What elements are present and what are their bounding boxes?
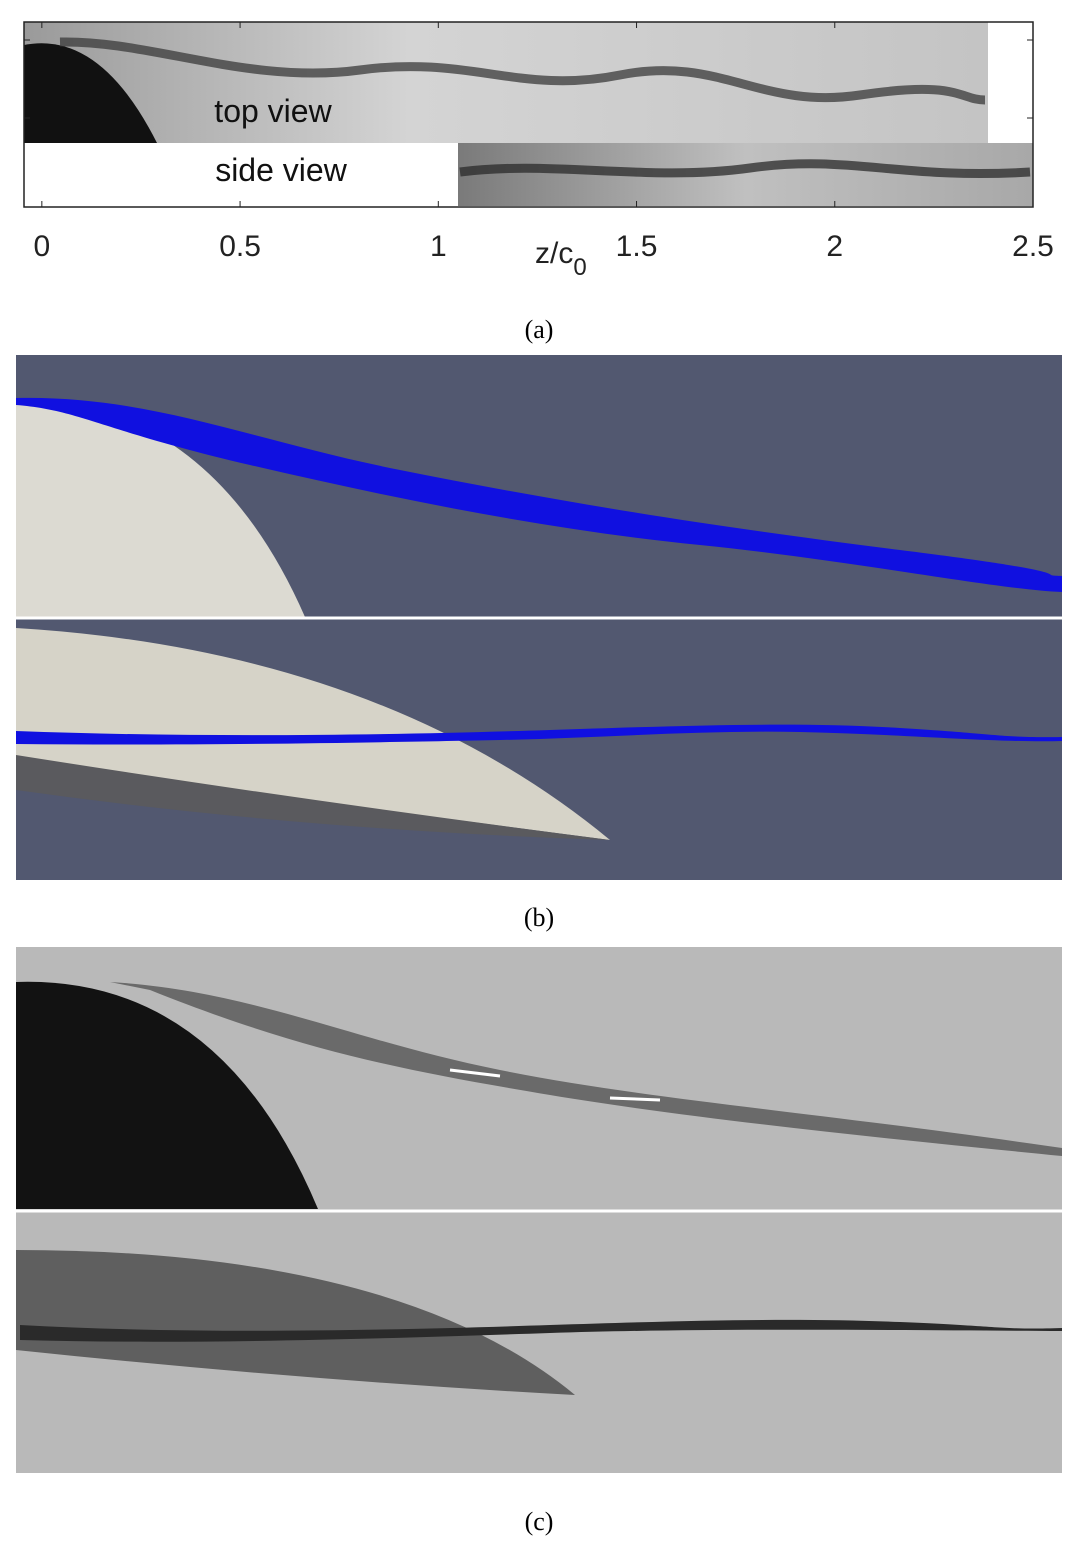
axes-frame (23, 21, 1034, 208)
x-tick-label: 1 (430, 230, 447, 263)
x-axis-label: z/c0 (535, 237, 587, 281)
foil-side (16, 628, 610, 840)
top-view-label: top view (214, 93, 332, 129)
vortex-side (459, 159, 1031, 179)
vortex-top (16, 397, 1062, 592)
foil-top (16, 981, 318, 1209)
panel-a: top view side view 0 0.5 1 1.5 2 2.5 z/c0 (a) (23, 21, 1054, 344)
panel-b: (b) (16, 355, 1062, 932)
vortex-top (110, 982, 1062, 1156)
foil-top (24, 43, 157, 143)
caption-a: (a) (525, 315, 554, 344)
panel-c: (c) (16, 947, 1062, 1536)
caption-c: (c) (525, 1507, 554, 1536)
x-axis-label-subscript: 0 (573, 254, 586, 281)
foil-side-shade (16, 755, 610, 840)
x-tick-label: 1.5 (616, 230, 658, 263)
x-axis: 0 0.5 1 1.5 2 2.5 (33, 22, 1054, 263)
highlight (449, 1068, 661, 1102)
x-axis-label-main: z/c (535, 237, 573, 270)
vortex-top (59, 37, 986, 105)
top-view-photo (24, 22, 988, 143)
x-tick-label: 2 (826, 230, 843, 263)
caption-b: (b) (524, 903, 554, 932)
vortex-side (20, 1319, 1062, 1342)
x-tick-label: 0.5 (219, 230, 261, 263)
foil-side (16, 1250, 575, 1395)
foil-top (16, 398, 305, 617)
vortex-side (16, 724, 1062, 745)
x-tick-label: 2.5 (1012, 230, 1054, 263)
side-view-label: side view (215, 152, 348, 188)
x-tick-label: 0 (33, 230, 50, 263)
